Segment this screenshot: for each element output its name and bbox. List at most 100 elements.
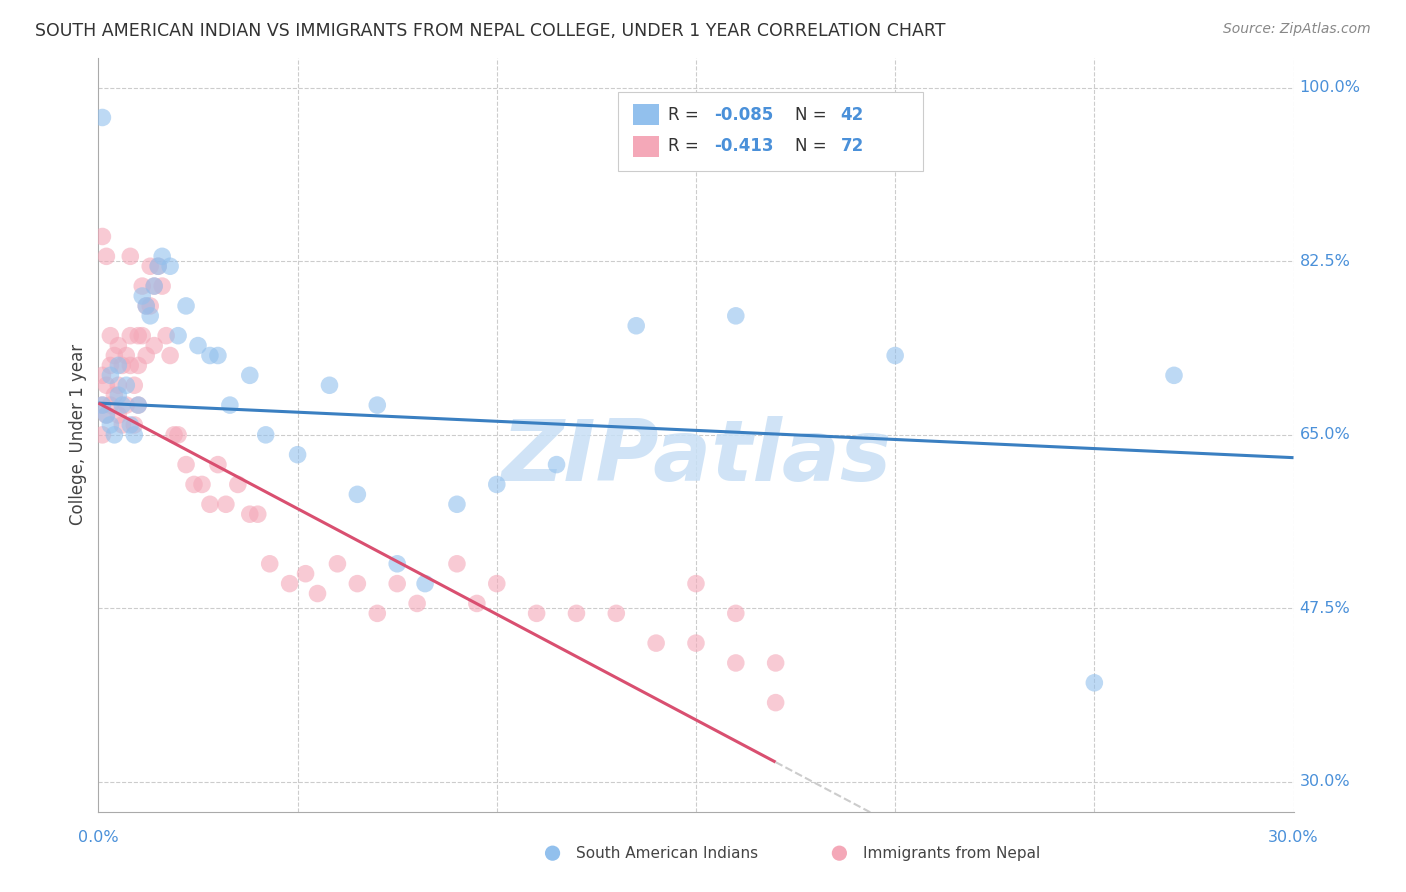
Text: 65.0%: 65.0% (1299, 427, 1350, 442)
Point (124, 427, 146, 442)
Point (765, 656, 787, 670)
Point (98, 359, 122, 373)
Point (546, 458, 568, 472)
Text: R =: R = (668, 137, 704, 155)
Text: ZIPatlas: ZIPatlas (501, 416, 891, 499)
Text: N =: N = (796, 105, 832, 123)
Point (91, 368, 114, 383)
Point (278, 576, 301, 591)
Point (346, 487, 368, 501)
Point (98, 368, 122, 383)
Point (446, 497, 468, 511)
Point (155, 328, 177, 343)
Point (91, 427, 114, 442)
Point (107, 338, 129, 352)
Point (107, 378, 129, 392)
Point (135, 349, 157, 363)
Text: -0.085: -0.085 (714, 105, 773, 123)
Point (96, 378, 118, 392)
Point (446, 557, 468, 571)
Point (191, 477, 214, 491)
Point (724, 656, 747, 670)
Point (131, 279, 153, 293)
Text: South American Indians: South American Indians (576, 846, 759, 861)
Text: 42: 42 (841, 105, 863, 123)
Point (143, 279, 166, 293)
Point (724, 309, 747, 323)
Point (96, 408, 118, 422)
Point (150, 279, 173, 293)
Point (131, 328, 153, 343)
Point (626, 318, 648, 333)
Point (485, 576, 508, 591)
Point (485, 477, 508, 491)
Text: Immigrants from Nepal: Immigrants from Nepal (863, 846, 1040, 861)
Text: -0.413: -0.413 (714, 137, 773, 155)
Text: 82.5%: 82.5% (1299, 254, 1350, 268)
FancyBboxPatch shape (633, 136, 659, 157)
Point (91, 111, 114, 125)
Point (565, 607, 588, 621)
Point (111, 417, 134, 432)
Point (1163, 368, 1185, 383)
Point (413, 576, 436, 591)
Point (207, 458, 229, 472)
Point (318, 378, 340, 392)
Point (406, 597, 429, 611)
Point (765, 696, 787, 710)
Point (120, 417, 142, 432)
Point (111, 398, 134, 412)
Point (135, 299, 157, 313)
Text: 0.0%: 0.0% (79, 830, 118, 845)
Point (526, 607, 548, 621)
Text: N =: N = (796, 137, 832, 155)
Point (91, 398, 114, 412)
Point (143, 338, 166, 352)
Point (326, 557, 349, 571)
Point (98, 417, 122, 432)
Text: 100.0%: 100.0% (1299, 80, 1361, 95)
Point (96, 249, 118, 263)
Point (685, 576, 707, 591)
FancyBboxPatch shape (633, 104, 659, 125)
Point (259, 557, 281, 571)
Text: 72: 72 (841, 137, 863, 155)
Point (115, 398, 138, 412)
Point (226, 477, 249, 491)
Point (219, 398, 242, 412)
Point (159, 259, 181, 273)
Point (1083, 675, 1105, 690)
Point (107, 408, 129, 422)
Point (111, 359, 134, 373)
Point (239, 368, 262, 383)
Text: 30.0%: 30.0% (1268, 830, 1319, 845)
Point (605, 607, 627, 621)
Point (174, 458, 197, 472)
Point (198, 349, 221, 363)
Point (159, 349, 181, 363)
Point (124, 378, 146, 392)
Point (103, 388, 125, 402)
Point (96, 408, 118, 422)
Point (103, 427, 125, 442)
Point (127, 398, 149, 412)
Point (884, 349, 907, 363)
Point (385, 557, 409, 571)
Point (254, 427, 277, 442)
Point (120, 328, 142, 343)
Text: 30.0%: 30.0% (1299, 774, 1350, 789)
Point (207, 349, 229, 363)
Point (107, 359, 129, 373)
Point (724, 607, 747, 621)
Point (167, 328, 190, 343)
Point (120, 359, 142, 373)
Point (135, 299, 157, 313)
Point (115, 378, 138, 392)
Point (150, 249, 173, 263)
Point (103, 349, 125, 363)
Point (107, 388, 129, 402)
Point (91, 229, 114, 244)
Point (187, 338, 209, 352)
Point (131, 289, 153, 303)
Text: 47.5%: 47.5% (1299, 601, 1350, 615)
